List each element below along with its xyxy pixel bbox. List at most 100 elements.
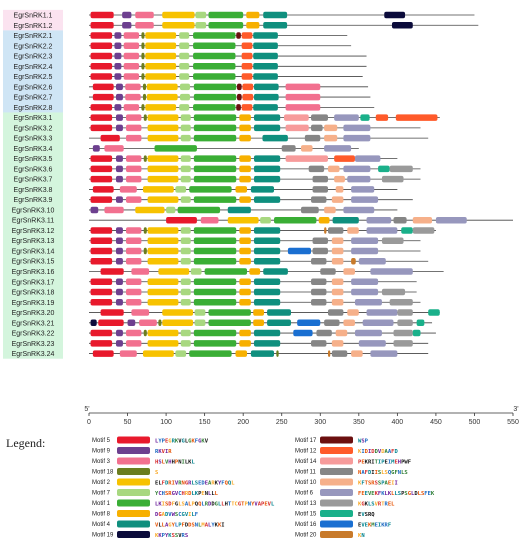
motif-13-block — [397, 319, 413, 327]
motif-7-block — [175, 186, 187, 193]
motif-4-block — [262, 134, 288, 142]
legend-sequence-logo: HSLVHHPNILKL — [155, 460, 195, 466]
legend-motif-label: Motif 1 — [92, 501, 111, 507]
legend-motif-label: Motif 17 — [295, 438, 317, 444]
motif-4-block — [253, 196, 281, 203]
gene-label: EgrSnRK3.15 — [12, 259, 55, 266]
legend-sequence-logo: YCHSRGVCHRDLKPENLLL — [155, 491, 219, 497]
motif-6-block — [351, 288, 379, 296]
motif-4-block — [253, 124, 281, 132]
motif-12-block — [241, 32, 253, 39]
legend-swatch — [117, 468, 150, 475]
gene-row: EgrSnRK3.11 — [12, 216, 513, 225]
gene-row: EgrSnRK3.16 — [12, 268, 444, 276]
motif-5-block — [90, 104, 113, 111]
motif-16-block — [287, 247, 312, 255]
motif-6-block — [351, 196, 379, 203]
motif-2-block — [147, 340, 179, 347]
gene-row: EgrSnRK3.19 — [12, 299, 421, 307]
gene-row: EgrSnRK2.7 — [14, 93, 371, 102]
gene-row: EgrSnRK3.15 — [12, 257, 429, 266]
legend-sequence-logo: WSP — [358, 439, 369, 445]
legend-swatch — [117, 457, 150, 465]
motif-5-block — [92, 350, 114, 357]
legend-sequence-logo: PEKRITIPEIMEHPWF — [358, 460, 411, 466]
motif-18-block — [143, 247, 147, 255]
motif-1-block — [193, 299, 237, 306]
motif-11-block — [304, 134, 321, 142]
legend-motif-label: Motif 15 — [295, 512, 317, 518]
motif-4-block — [250, 186, 275, 193]
motif-7-block — [180, 227, 191, 234]
legend-item: Motif 8 DGADVWSCGVILF — [92, 510, 198, 518]
motif-1-block — [208, 11, 244, 19]
motif-5-block — [92, 186, 114, 193]
motif-12-block — [375, 114, 389, 121]
motif-3-block — [126, 114, 142, 121]
motif-7-block — [166, 206, 176, 214]
motif-7-block — [195, 11, 207, 19]
motif-16-block — [297, 319, 321, 327]
motif-9-block — [115, 257, 123, 265]
motif-8-block — [239, 134, 251, 142]
motif-3-block — [131, 268, 150, 275]
legend-sequence-logo: NAFDIISLSQGFNLS — [358, 470, 408, 476]
motif-4-block — [253, 63, 278, 70]
motif-13-block — [393, 329, 413, 337]
gene-label: EgrSnRK3.7 — [14, 177, 53, 184]
legend-item: Motif 5 LYPEGRKVGLGKFGKV — [92, 436, 209, 445]
motif-17-block — [236, 32, 241, 39]
motif-6-block — [354, 329, 382, 337]
gene-label: EgrSnRK2.6 — [14, 84, 53, 91]
motif-3-block — [123, 104, 140, 111]
legend-motif-label: Motif 5 — [92, 438, 111, 444]
motif-5-block — [90, 22, 114, 29]
motif-3-block — [126, 278, 142, 286]
motif-2-block — [146, 93, 178, 101]
motif-1-block — [193, 340, 237, 347]
motif-13-block — [397, 309, 413, 316]
motif-3-block — [126, 155, 142, 162]
motif-3-block — [131, 309, 150, 316]
motif-9-block — [122, 11, 132, 19]
legend-item: Motif 18 S — [92, 468, 158, 476]
motif-6-block — [358, 257, 386, 265]
motif-16-block — [293, 329, 313, 337]
motif-9-block — [122, 22, 132, 29]
motif-2-block — [147, 288, 179, 296]
motif-2-block — [158, 268, 190, 275]
gene-label: EgrSnRK1.1 — [14, 13, 53, 20]
motif-12-block — [242, 93, 254, 101]
motif-8-block — [235, 186, 248, 193]
legend-motif-label: Motif 18 — [92, 470, 114, 476]
legend-swatch — [117, 520, 150, 528]
motif-4-block — [253, 278, 281, 286]
motif-17-block — [236, 104, 241, 111]
motif-4-block — [253, 104, 278, 111]
gene-row: EgrSnRK3.7 — [14, 175, 421, 184]
axis-tick-label: 100 — [160, 419, 172, 426]
legend-item: Motif 2 ELFDRIVRNGRLSEDEARKYFQQL — [92, 478, 235, 487]
motif-4-block — [253, 340, 281, 347]
motif-3-block — [126, 196, 142, 203]
motif-11-block — [312, 186, 328, 193]
motif-7-block — [180, 237, 191, 244]
motif-5-block — [90, 32, 113, 39]
motif-7-block — [195, 22, 207, 29]
motif-15-block — [378, 165, 390, 173]
motif-1-block — [193, 237, 237, 244]
motif-5-block — [90, 63, 113, 70]
motif-8-block — [239, 237, 251, 244]
axis-tick-label: 500 — [469, 419, 481, 426]
motif-8-block — [239, 114, 251, 121]
motif-4-block — [253, 42, 278, 50]
motif-1-block — [189, 186, 232, 193]
gene-row: EgrSnRK3.8 — [14, 186, 398, 194]
motif-7-block — [180, 196, 191, 203]
motif-2-block — [145, 42, 177, 50]
axis-tick-label: 450 — [430, 419, 442, 426]
motif-7-block — [179, 32, 190, 39]
motif-7-block — [180, 165, 191, 173]
motif-8-block — [239, 340, 251, 347]
motif-11-block — [311, 114, 328, 121]
